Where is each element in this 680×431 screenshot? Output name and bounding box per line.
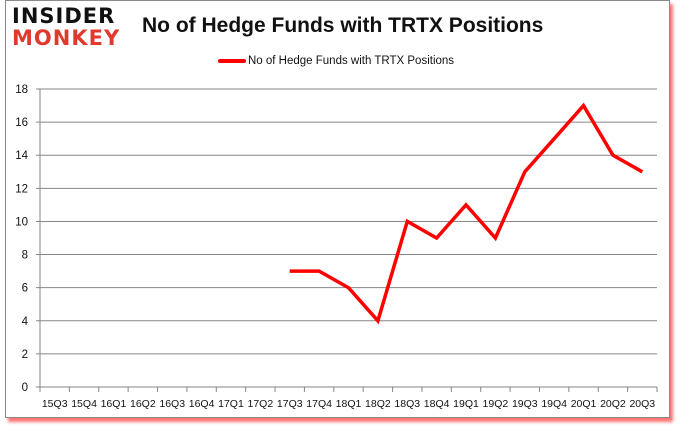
logo-line-1: INSIDER: [12, 4, 116, 28]
logo-line-2: MONKEY: [12, 26, 121, 50]
y-tick-label: 10: [15, 216, 28, 228]
x-tick-label: 15Q3: [42, 398, 68, 410]
series-line: [289, 102, 644, 325]
x-tick-label: 15Q4: [71, 398, 97, 410]
chart-legend: No of Hedge Funds with TRTX Positions: [218, 55, 454, 67]
x-tick-label: 19Q2: [483, 398, 509, 410]
x-tick-label: 19Q3: [512, 398, 538, 410]
legend-label: No of Hedge Funds with TRTX Positions: [248, 55, 455, 67]
x-tick-label: 19Q1: [453, 398, 479, 410]
x-tick-label: 18Q3: [394, 398, 420, 410]
x-tick-label: 20Q2: [600, 398, 626, 410]
legend-line-swatch-icon: [218, 59, 246, 63]
x-tick-label: 16Q4: [189, 398, 215, 410]
x-tick-label: 17Q3: [277, 398, 303, 410]
y-tick-label: 0: [22, 382, 28, 394]
x-tick-label: 20Q1: [571, 398, 597, 410]
x-tick-label: 18Q2: [365, 398, 391, 410]
x-tick-label: 20Q3: [629, 398, 655, 410]
y-tick-label: 8: [22, 250, 28, 262]
x-tick-label: 16Q1: [101, 398, 127, 410]
x-tick-label: 16Q2: [130, 398, 156, 410]
x-tick-label: 18Q4: [424, 398, 450, 410]
y-tick-label: 14: [15, 150, 28, 162]
y-tick-label: 6: [22, 283, 28, 295]
x-tick-label: 19Q4: [541, 398, 567, 410]
y-tick-label: 18: [15, 84, 28, 96]
y-tick-label: 4: [22, 316, 29, 328]
x-tick-label: 18Q1: [336, 398, 362, 410]
chart-title: No of Hedge Funds with TRTX Positions: [142, 14, 544, 37]
x-tick-label: 16Q3: [159, 398, 185, 410]
x-tick-label: 17Q4: [306, 398, 332, 410]
insider-monkey-logo: INSIDER MONKEY: [12, 6, 128, 49]
x-tick-label: 17Q2: [248, 398, 274, 410]
y-tick-label: 12: [15, 183, 28, 195]
y-tick-label: 2: [22, 349, 28, 361]
chart-frame: [5, 0, 670, 418]
x-tick-label: 17Q1: [218, 398, 244, 410]
y-tick-label: 16: [15, 117, 28, 129]
